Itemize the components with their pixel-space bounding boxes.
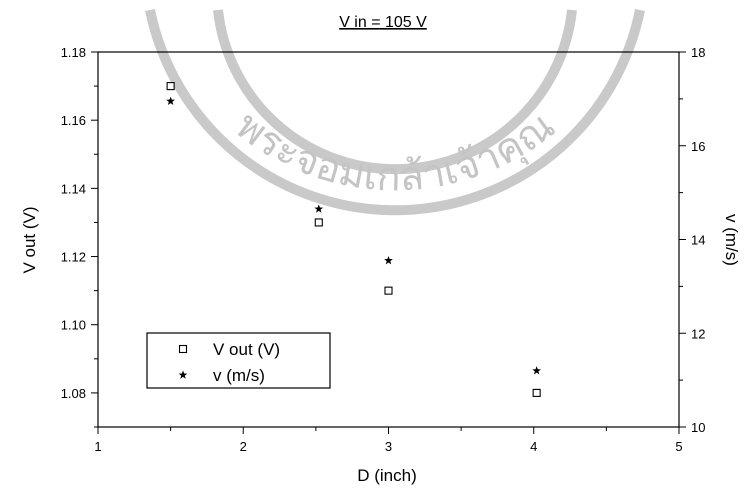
legend-star-marker (178, 370, 188, 379)
x-axis-title: D (inch) (357, 466, 417, 485)
x-tick-label: 2 (240, 439, 247, 454)
x-tick-label: 1 (94, 439, 101, 454)
x-tick-label: 5 (675, 439, 682, 454)
legend-label-v: v (m/s) (213, 366, 265, 385)
x-tick-label: 4 (530, 439, 537, 454)
velocity-point (166, 96, 175, 105)
y-tick-label: 1.10 (61, 318, 86, 333)
legend-label-vout: V out (V) (213, 340, 280, 359)
y-tick-label: 1.14 (61, 181, 86, 196)
y-axis-title: V out (V) (20, 206, 39, 273)
legend-square-marker (178, 344, 188, 354)
y-tick-label: 1.08 (61, 386, 86, 401)
y2-tick-label: 10 (691, 420, 705, 435)
y2-axis-title: v (m/s) (722, 214, 741, 266)
y-tick-label: 1.18 (61, 45, 86, 60)
vout-point (314, 218, 323, 227)
x-axis: 1 2 3 4 5 (94, 427, 683, 454)
y-tick-label: 1.12 (61, 250, 86, 265)
y2-tick-label: 16 (691, 139, 705, 154)
y2-tick-label: 12 (691, 326, 705, 341)
watermark-seal: พระจอมเกล้าเจ้าคุณ (145, 8, 645, 216)
legend: V out (V) v (m/s) (146, 332, 331, 389)
y2-tick-label: 18 (691, 45, 705, 60)
legend-box (146, 332, 331, 389)
chart-title: V in = 105 V (339, 14, 427, 31)
vout-point (166, 82, 175, 91)
data-points (166, 82, 542, 397)
velocity-point (384, 255, 393, 265)
y-tick-label: 1.16 (61, 113, 86, 128)
y-axis-right: 10 12 14 16 18 (679, 45, 705, 435)
x-tick-label: 3 (385, 439, 392, 454)
y2-tick-label: 14 (691, 233, 705, 248)
vout-point (532, 388, 541, 397)
y-axis-left: 1.08 1.10 1.12 1.14 1.16 1.18 (61, 45, 98, 428)
velocity-point (314, 204, 324, 213)
velocity-point (532, 366, 542, 375)
vout-point (384, 286, 393, 295)
